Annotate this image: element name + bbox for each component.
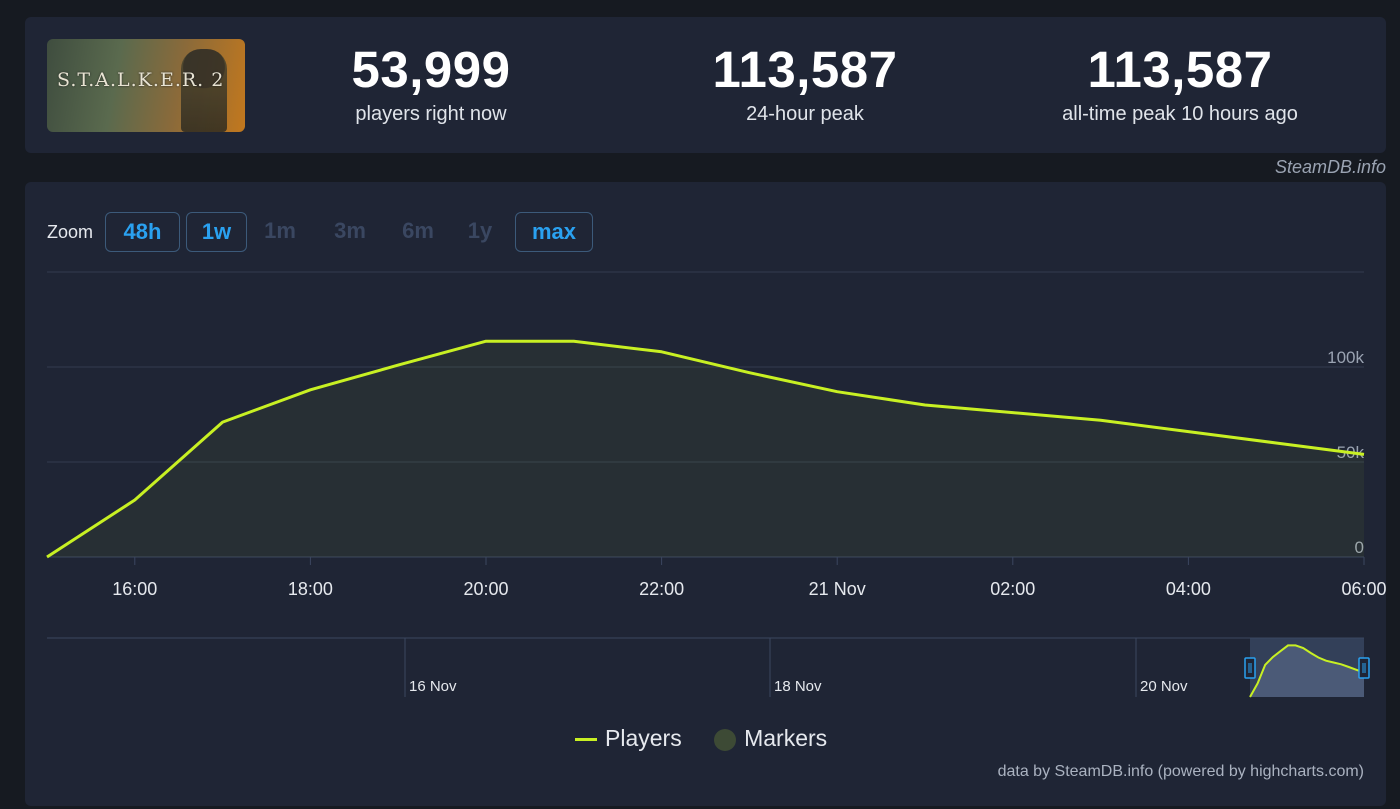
markers-dot-icon bbox=[714, 728, 737, 751]
legend-markers[interactable]: Markers bbox=[714, 725, 827, 752]
navigator-selection bbox=[1250, 638, 1364, 697]
x-tick-label: 02:00 bbox=[990, 579, 1035, 599]
stat-24h-peak: 113,587 24-hour peak bbox=[685, 43, 925, 126]
game-thumbnail[interactable]: S.T.A.L.K.E.R. 2 bbox=[47, 39, 245, 132]
zoom-1w-button[interactable]: 1w bbox=[186, 212, 247, 252]
stat-label: all-time peak 10 hours ago bbox=[1062, 103, 1298, 125]
players-area bbox=[47, 341, 1364, 557]
navigator-label: 16 Nov bbox=[409, 678, 457, 695]
stat-all-time-peak: 113,587 all-time peak 10 hours ago bbox=[1035, 43, 1325, 126]
stat-label: 24-hour peak bbox=[746, 103, 864, 125]
stats-header: S.T.A.L.K.E.R. 2 53,999 players right no… bbox=[25, 17, 1386, 153]
zoom-3m-button[interactable]: 3m bbox=[334, 218, 366, 243]
navigator[interactable]: 16 Nov 18 Nov 20 Nov bbox=[47, 637, 1370, 698]
legend-players-label: Players bbox=[605, 725, 682, 751]
stat-value: 113,587 bbox=[712, 41, 898, 98]
x-tick-label: 21 Nov bbox=[809, 579, 866, 599]
x-axis-ticks: 16:00 18:00 20:00 22:00 21 Nov 02:00 04:00 06:0… bbox=[112, 557, 1386, 599]
stat-label: players right now bbox=[355, 103, 507, 125]
legend-players[interactable]: Players bbox=[575, 725, 682, 752]
x-tick-label: 16:00 bbox=[112, 579, 157, 599]
chart-credit[interactable]: data by SteamDB.info (powered by highcha… bbox=[997, 763, 1364, 780]
y-tick-label: 100k bbox=[1327, 348, 1364, 367]
zoom-max-button[interactable]: max bbox=[515, 212, 593, 252]
chart-legend: Players Markers bbox=[575, 725, 827, 752]
players-line bbox=[46, 339, 1365, 559]
stat-value: 53,999 bbox=[351, 41, 511, 98]
zoom-48h-button[interactable]: 48h bbox=[105, 212, 180, 252]
y-tick-label: 0 bbox=[1355, 538, 1364, 557]
x-tick-label: 20:00 bbox=[463, 579, 508, 599]
chart-grid bbox=[47, 271, 1364, 558]
x-tick-label: 04:00 bbox=[1166, 579, 1211, 599]
navigator-left-handle bbox=[1244, 657, 1256, 679]
navigator-label: 18 Nov bbox=[774, 678, 822, 695]
y-axis-ticks: 050k100k bbox=[1327, 348, 1364, 557]
zoom-1y-button[interactable]: 1y bbox=[467, 218, 493, 243]
chart-panel: Zoom 48h 1w 1m 3m 6m 1y max 050k100k 16:… bbox=[25, 182, 1386, 806]
x-tick-label: 22:00 bbox=[639, 579, 684, 599]
players-line-icon bbox=[575, 738, 597, 742]
navigator-label: 20 Nov bbox=[1140, 678, 1188, 695]
stat-value: 113,587 bbox=[1087, 41, 1273, 98]
zoom-label: Zoom bbox=[47, 222, 94, 242]
navigator-area bbox=[1250, 645, 1364, 697]
legend-markers-label: Markers bbox=[744, 725, 828, 751]
navigator-right-handle bbox=[1358, 657, 1370, 679]
stat-current-players: 53,999 players right now bbox=[315, 43, 547, 126]
steamdb-brand[interactable]: SteamDB.info bbox=[1274, 157, 1386, 177]
x-tick-label: 06:00 bbox=[1341, 579, 1386, 599]
x-tick-label: 18:00 bbox=[288, 579, 333, 599]
zoom-6m-button[interactable]: 6m bbox=[402, 218, 434, 243]
zoom-1m-button[interactable]: 1m bbox=[264, 218, 296, 243]
game-logo: S.T.A.L.K.E.R. 2 bbox=[57, 69, 225, 91]
navigator-line bbox=[1249, 644, 1365, 698]
stalker-figure-icon bbox=[181, 49, 227, 132]
players-chart[interactable]: 050k100k 16:00 18:00 20:00 22:00 21 Nov 02:00… bbox=[25, 182, 1386, 806]
